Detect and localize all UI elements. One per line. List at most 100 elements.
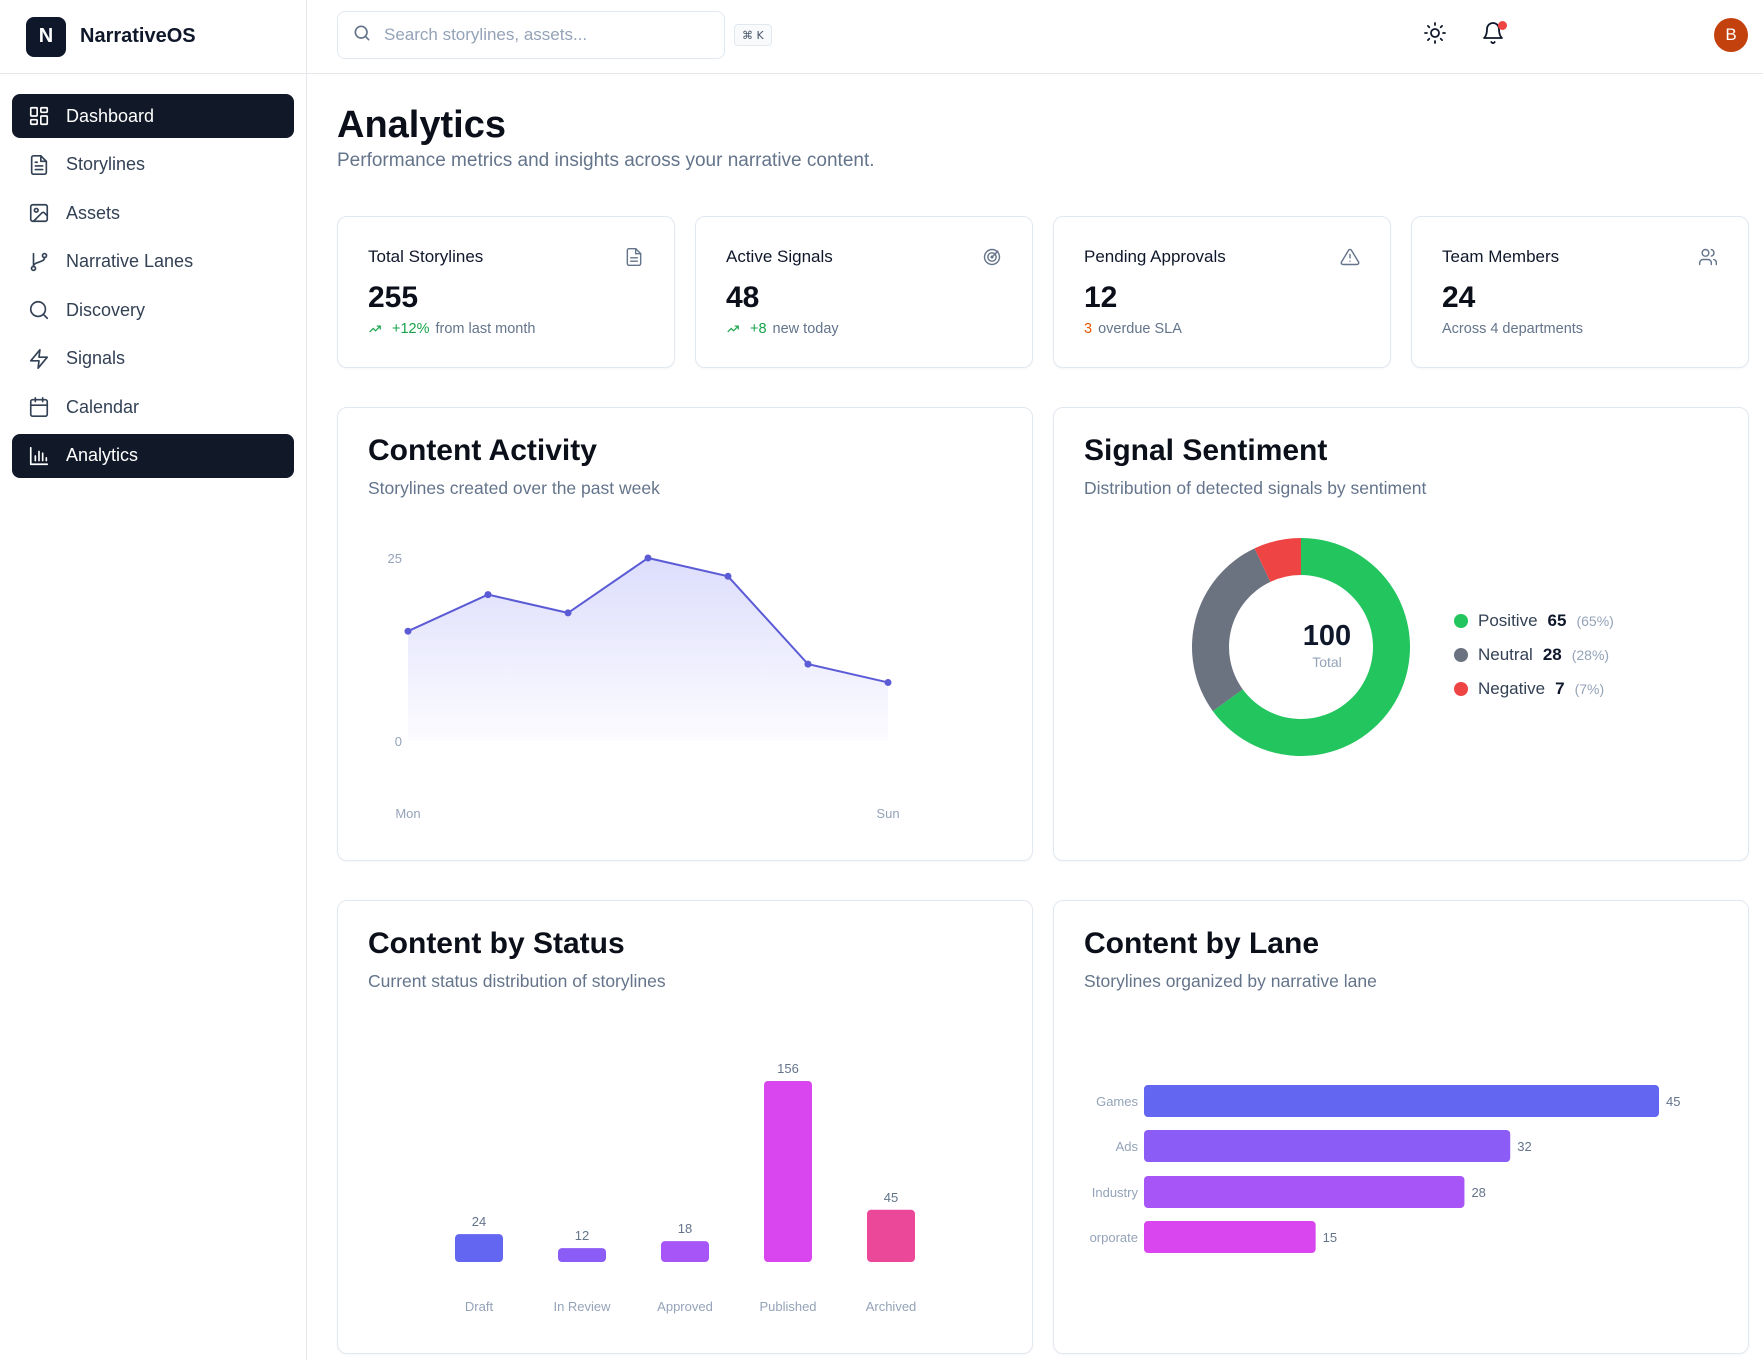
donut-total: 100: [1302, 620, 1352, 652]
trend-up-icon: [726, 322, 744, 336]
data-point: [484, 591, 492, 599]
data-point: [884, 678, 892, 686]
donut-center: 100 Total: [1253, 620, 1401, 670]
stat-label: Total Storylines: [368, 247, 484, 266]
sidebar-item-narrative-lanes[interactable]: Narrative Lanes: [12, 240, 294, 284]
legend-count: 28: [1542, 645, 1562, 664]
stat-note: overdue SLA: [1098, 321, 1182, 337]
y-tick-label: Games: [1096, 1094, 1138, 1109]
panel-subtitle: Current status distribution of storyline…: [368, 971, 666, 991]
data-point: [804, 660, 812, 668]
stat-value: 48: [726, 281, 760, 314]
x-tick-label: Mon: [395, 806, 420, 821]
search-box[interactable]: [337, 11, 725, 59]
bar-value-label: 12: [575, 1228, 589, 1243]
legend-label: Positive: [1478, 611, 1538, 630]
stat-footnote: 3 overdue SLA: [1084, 321, 1360, 337]
bar-value-label: 18: [678, 1221, 692, 1236]
legend-item-negative: Negative 7 (7%): [1454, 672, 1614, 706]
search-icon: [352, 23, 372, 48]
legend-percent: (28%): [1571, 647, 1610, 663]
x-tick-label: Archived: [866, 1299, 917, 1314]
search-icon: [28, 299, 50, 321]
git-branch-icon: [28, 251, 50, 273]
donut-slice-negative: [1254, 538, 1301, 582]
sun-icon: [1423, 21, 1447, 50]
content-by-lane-chart: 45 Games 32 Ads 28 Industry 15 orporate: [1090, 1085, 1680, 1253]
bar-approved: [661, 1241, 709, 1262]
donut-slice-positive: [1212, 538, 1410, 756]
sidebar-item-label: Assets: [66, 202, 121, 223]
stat-card-team-members: Team Members 24 Across 4 departments: [1411, 216, 1749, 368]
bar-value-label: 15: [1323, 1230, 1337, 1245]
stat-value: 24: [1442, 281, 1476, 314]
sidebar-item-label: Calendar: [66, 396, 140, 417]
content-by-status-chart: 24 Draft 12 In Review 18 Approved 156 Published…: [455, 1061, 917, 1314]
panel-title: Content Activity: [368, 434, 597, 467]
data-point: [404, 627, 412, 635]
x-tick-label: In Review: [553, 1299, 611, 1314]
sidebar-item-signals[interactable]: Signals: [12, 337, 294, 381]
sidebar-item-calendar[interactable]: Calendar: [12, 385, 294, 429]
keyboard-shortcut-hint: ⌘ K: [734, 24, 772, 46]
image-icon: [28, 202, 50, 224]
bar-value-label: 24: [472, 1214, 486, 1229]
donut-total-label: Total: [1312, 654, 1342, 670]
radar-icon: [982, 247, 1002, 267]
sentiment-legend: Positive 65 (65%) Neutral 28 (28%) Negat…: [1454, 604, 1614, 706]
sidebar-item-dashboard[interactable]: Dashboard: [12, 94, 294, 138]
top-header: ⌘ K B: [307, 0, 1763, 74]
panel-content-by-lane: Content by Lane Storylines organized by …: [1053, 900, 1749, 1354]
sidebar: N NarrativeOS Dashboard Storylines Asset…: [0, 0, 307, 1360]
legend-swatch: [1454, 648, 1468, 662]
sidebar-item-storylines[interactable]: Storylines: [12, 143, 294, 187]
trend-up-icon: [368, 322, 386, 336]
sidebar-item-analytics[interactable]: Analytics: [12, 433, 294, 478]
panel-signal-sentiment: Signal Sentiment Distribution of detecte…: [1053, 407, 1749, 861]
dashboard-icon: [28, 105, 50, 127]
bar-value-label: 45: [1666, 1094, 1680, 1109]
sidebar-item-label: Discovery: [66, 299, 146, 320]
search-input[interactable]: [384, 25, 704, 45]
signal-sentiment-donut: [1192, 538, 1410, 756]
legend-item-neutral: Neutral 28 (28%): [1454, 638, 1614, 672]
bar-industry: [1144, 1176, 1465, 1208]
stat-card-active-signals: Active Signals 48 +8 new today: [695, 216, 1033, 368]
notifications-button[interactable]: [1475, 17, 1511, 53]
y-tick-label: Industry: [1092, 1185, 1139, 1200]
legend-count: 7: [1555, 679, 1565, 698]
legend-count: 65: [1547, 611, 1567, 630]
panel-content-activity: Content Activity Storylines created over…: [337, 407, 1033, 861]
sidebar-item-discovery[interactable]: Discovery: [12, 288, 294, 332]
sidebar-item-label: Dashboard: [66, 105, 155, 126]
sidebar-item-assets[interactable]: Assets: [12, 191, 294, 235]
bar-draft: [455, 1234, 503, 1262]
sidebar-item-label: Signals: [66, 348, 126, 368]
content-activity-chart: 0 25 Mon Sun: [388, 551, 900, 821]
data-point: [644, 554, 652, 562]
stat-footnote: +12% from last month: [368, 321, 644, 337]
bell-icon: [1481, 21, 1505, 50]
sidebar-item-label: Storylines: [66, 154, 146, 174]
legend-percent: (65%): [1576, 613, 1614, 629]
bar-archived: [867, 1209, 915, 1262]
bar-games: [1144, 1085, 1659, 1117]
page-subtitle: Performance metrics and insights across …: [337, 150, 875, 171]
panel-title: Content by Status: [368, 927, 625, 960]
x-tick-label: Sun: [876, 806, 899, 821]
x-tick-label: Published: [759, 1299, 816, 1314]
sidebar-nav: Dashboard Storylines Assets Narrative La…: [0, 74, 306, 478]
theme-toggle-button[interactable]: [1417, 17, 1453, 53]
legend-item-positive: Positive 65 (65%): [1454, 604, 1614, 638]
avatar[interactable]: B: [1714, 18, 1748, 52]
brand[interactable]: N NarrativeOS: [0, 0, 306, 74]
stat-value: 12: [1084, 281, 1118, 314]
panel-title: Content by Lane: [1084, 927, 1320, 960]
stat-change: 3: [1084, 321, 1093, 337]
data-point: [724, 572, 732, 580]
donut-slice-neutral: [1192, 548, 1271, 712]
panel-subtitle: Storylines created over the past week: [368, 478, 660, 498]
bar-chart-icon: [28, 445, 50, 467]
bar-value-label: 28: [1471, 1185, 1485, 1200]
bar-in-review: [558, 1248, 606, 1262]
